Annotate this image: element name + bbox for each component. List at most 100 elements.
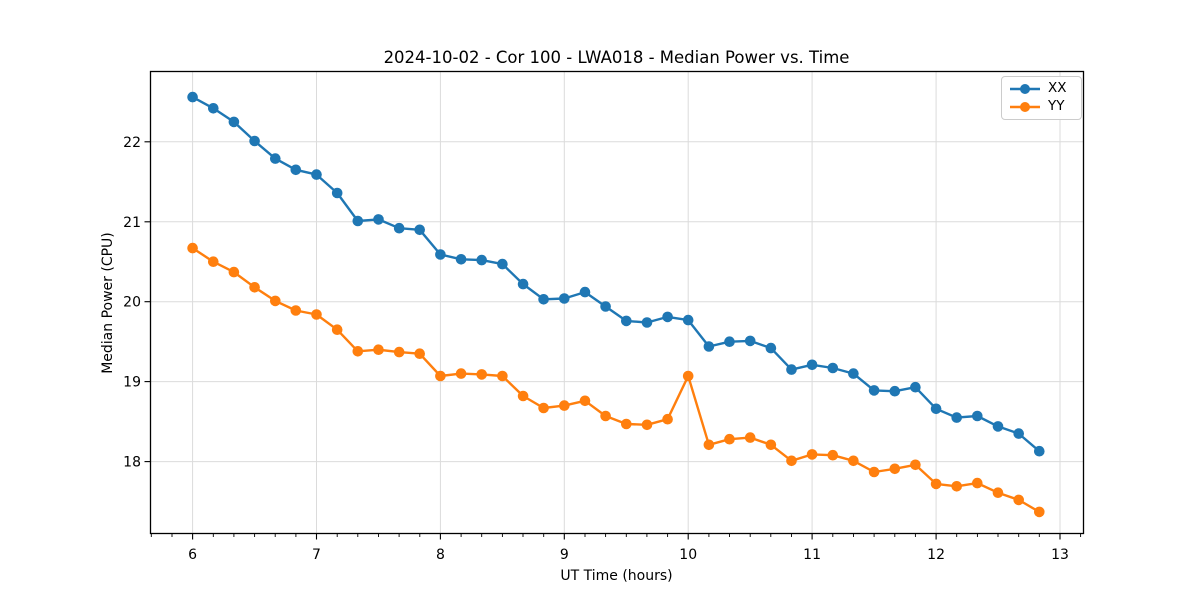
data-point-xx bbox=[311, 169, 322, 180]
series-line-xx bbox=[191, 95, 1041, 453]
data-point-xx bbox=[827, 362, 839, 374]
data-point-yy bbox=[972, 477, 983, 489]
legend-marker-sample bbox=[1020, 101, 1030, 112]
y-tick-label: 21 bbox=[123, 215, 141, 231]
data-point-yy bbox=[848, 455, 859, 467]
axes-frame bbox=[149, 70, 1085, 535]
data-point-yy bbox=[930, 478, 942, 490]
data-point-xx bbox=[972, 410, 983, 422]
data-point-yy bbox=[910, 459, 921, 471]
data-point-xx bbox=[393, 222, 405, 234]
data-point-xx bbox=[373, 214, 384, 225]
data-point-xx bbox=[744, 335, 756, 347]
data-point-xx bbox=[249, 135, 260, 147]
data-point-xx bbox=[187, 91, 198, 103]
data-point-xx bbox=[270, 153, 281, 164]
data-point-xx bbox=[517, 278, 529, 290]
data-point-yy bbox=[765, 439, 777, 451]
data-point-xx bbox=[559, 293, 570, 304]
data-point-yy bbox=[208, 256, 219, 268]
chart-title: 2024-10-02 - Cor 100 - LWA018 - Median P… bbox=[383, 48, 850, 67]
data-point-yy bbox=[373, 344, 384, 356]
data-point-xx bbox=[476, 254, 488, 266]
legend-line-marker-icon bbox=[1010, 101, 1040, 112]
x-axis-label: UT Time (hours) bbox=[560, 568, 673, 584]
y-tick-label: 18 bbox=[123, 455, 141, 471]
data-point-yy bbox=[228, 266, 240, 278]
data-point-xx bbox=[930, 403, 942, 415]
data-point-xx bbox=[1013, 428, 1024, 439]
data-point-xx bbox=[455, 253, 467, 265]
data-point-yy bbox=[827, 449, 839, 461]
data-point-yy bbox=[414, 348, 426, 360]
data-point-xx bbox=[538, 294, 549, 305]
data-point-yy bbox=[579, 395, 591, 407]
legend-line-marker-icon bbox=[1010, 83, 1040, 94]
data-point-yy bbox=[249, 282, 260, 293]
data-point-xx bbox=[621, 315, 632, 327]
x-tick-label: 11 bbox=[803, 547, 821, 563]
data-point-xx bbox=[806, 359, 818, 371]
x-tick-label: 12 bbox=[927, 547, 945, 563]
data-point-xx bbox=[889, 385, 901, 397]
data-point-yy bbox=[311, 309, 322, 320]
series-line-yy bbox=[191, 246, 1041, 514]
data-point-xx bbox=[868, 385, 880, 396]
data-point-yy bbox=[786, 455, 797, 467]
x-tick-label: 9 bbox=[560, 547, 569, 563]
y-axis-label: Median Power (CPU) bbox=[100, 232, 116, 374]
data-point-yy bbox=[641, 419, 653, 431]
data-point-yy bbox=[703, 439, 715, 451]
y-tick-label: 19 bbox=[123, 375, 141, 391]
data-point-xx bbox=[579, 286, 591, 298]
data-point-yy bbox=[744, 432, 756, 443]
legend-label-xx: XX bbox=[1048, 80, 1067, 96]
data-point-yy bbox=[187, 242, 198, 254]
data-point-yy bbox=[538, 402, 549, 414]
data-point-yy bbox=[1034, 506, 1045, 518]
legend: XX YY bbox=[1001, 76, 1082, 120]
data-point-xx bbox=[662, 311, 673, 323]
x-tick-label: 8 bbox=[436, 547, 445, 563]
data-point-yy bbox=[559, 400, 570, 411]
data-point-xx bbox=[786, 364, 797, 375]
data-point-xx bbox=[641, 317, 653, 328]
x-tick-label: 7 bbox=[312, 547, 321, 563]
legend-entry-xx: XX bbox=[1009, 81, 1075, 96]
data-point-xx bbox=[910, 381, 921, 393]
legend-entry-yy: YY bbox=[1009, 99, 1075, 114]
data-point-xx bbox=[951, 412, 962, 423]
data-point-yy bbox=[393, 346, 405, 358]
data-point-xx bbox=[992, 421, 1004, 432]
data-point-yy bbox=[992, 487, 1004, 499]
data-point-xx bbox=[703, 341, 715, 352]
data-point-yy bbox=[497, 370, 508, 382]
data-point-yy bbox=[621, 418, 632, 430]
data-point-yy bbox=[662, 413, 673, 425]
data-point-xx bbox=[1034, 445, 1045, 457]
data-point-yy bbox=[270, 295, 281, 307]
data-point-yy bbox=[352, 346, 364, 357]
y-tick-label: 20 bbox=[123, 295, 141, 311]
data-point-yy bbox=[1013, 494, 1024, 506]
data-point-xx bbox=[352, 215, 364, 227]
data-point-yy bbox=[455, 368, 467, 379]
data-point-xx bbox=[497, 258, 508, 270]
data-point-xx bbox=[228, 116, 240, 128]
data-point-yy bbox=[724, 433, 735, 445]
legend-marker-sample bbox=[1020, 83, 1030, 94]
data-point-xx bbox=[724, 336, 735, 348]
data-point-xx bbox=[600, 301, 611, 312]
data-point-xx bbox=[290, 164, 302, 176]
data-point-yy bbox=[600, 410, 611, 422]
data-point-yy bbox=[290, 305, 302, 316]
data-point-xx bbox=[208, 103, 219, 114]
x-tick-label: 13 bbox=[1051, 547, 1069, 563]
data-point-xx bbox=[848, 368, 859, 379]
data-point-xx bbox=[331, 187, 343, 199]
data-point-yy bbox=[889, 463, 901, 475]
data-point-xx bbox=[414, 224, 426, 236]
data-point-xx bbox=[765, 342, 777, 354]
